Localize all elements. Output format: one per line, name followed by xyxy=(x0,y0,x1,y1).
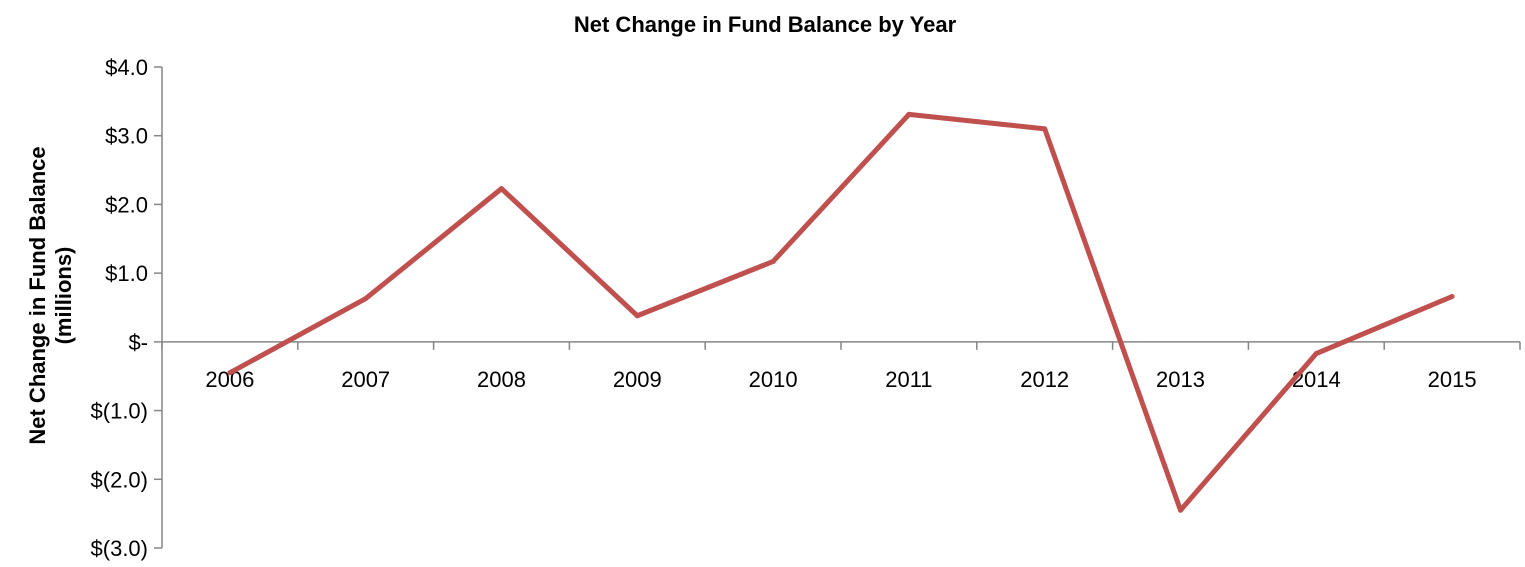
x-tick-label: 2007 xyxy=(341,367,390,392)
x-tick-label: 2010 xyxy=(749,367,798,392)
x-tick-label: 2012 xyxy=(1020,367,1069,392)
data-point xyxy=(906,111,912,117)
x-tick-label: 2008 xyxy=(477,367,526,392)
y-tick-label: $- xyxy=(128,330,148,355)
y-tick-label: $3.0 xyxy=(105,124,148,149)
y-axis-title-line2: (millions) xyxy=(51,247,76,345)
data-point xyxy=(1178,507,1183,513)
data-point xyxy=(634,313,640,319)
data-point xyxy=(363,296,369,302)
x-axis-ticks: 2006 2007 2008 2009 2010 2011 2012 2013 2014 2015 xyxy=(161,341,1521,392)
series-group xyxy=(227,111,1455,513)
data-point xyxy=(1042,126,1048,132)
y-tick-label: $4.0 xyxy=(105,55,148,80)
y-axis-title-line1: Net Change in Fund Balance xyxy=(25,146,50,444)
axes xyxy=(161,67,1520,548)
series-line xyxy=(228,111,1454,513)
x-tick-label: 2009 xyxy=(613,367,662,392)
y-tick-label: $(1.0) xyxy=(91,399,148,424)
data-point xyxy=(499,186,504,192)
data-point xyxy=(227,370,233,376)
y-axis-title-group: Net Change in Fund Balance (millions) xyxy=(25,146,76,444)
chart-title: Net Change in Fund Balance by Year xyxy=(574,12,957,37)
x-tick-label: 2015 xyxy=(1428,367,1477,392)
y-tick-label: $2.0 xyxy=(105,192,148,217)
data-point xyxy=(1313,351,1319,357)
x-tick-label: 2011 xyxy=(885,367,932,392)
x-tick-label: 2013 xyxy=(1156,367,1205,392)
data-point xyxy=(1449,294,1455,300)
y-tick-label: $(3.0) xyxy=(91,536,148,561)
y-tick-label: $(2.0) xyxy=(91,467,148,492)
y-axis-ticks: $4.0 $3.0 $2.0 $1.0 $- $(1.0) $(2.0) $(3.0) xyxy=(91,55,162,561)
data-point xyxy=(770,258,776,264)
y-tick-label: $1.0 xyxy=(105,261,148,286)
